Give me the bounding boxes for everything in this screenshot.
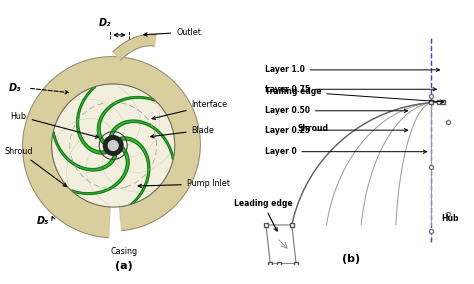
Text: Casing: Casing <box>110 247 137 256</box>
Text: Interface: Interface <box>152 101 228 120</box>
Text: Shroud: Shroud <box>297 124 328 133</box>
Polygon shape <box>113 35 156 60</box>
Circle shape <box>52 84 175 207</box>
Text: D₅: D₅ <box>37 216 49 226</box>
Text: Layer 0.75: Layer 0.75 <box>265 85 437 94</box>
Polygon shape <box>120 137 150 204</box>
Text: Layer 0: Layer 0 <box>265 147 427 156</box>
Text: (b): (b) <box>342 254 360 264</box>
Polygon shape <box>23 57 201 238</box>
Polygon shape <box>76 87 107 154</box>
Polygon shape <box>97 97 155 144</box>
Polygon shape <box>72 147 129 195</box>
Text: Outlet: Outlet <box>144 28 201 37</box>
Circle shape <box>103 136 123 155</box>
Text: Layer 0.25: Layer 0.25 <box>265 126 408 135</box>
Text: Blade: Blade <box>151 126 214 138</box>
Polygon shape <box>109 120 173 159</box>
Text: Layer 1.0: Layer 1.0 <box>265 65 439 74</box>
Polygon shape <box>53 132 117 171</box>
Text: Shroud: Shroud <box>4 147 66 187</box>
Text: Pump Inlet: Pump Inlet <box>138 179 229 189</box>
Text: Hub: Hub <box>11 112 99 138</box>
Text: (a): (a) <box>115 261 133 271</box>
Text: Layer 0.50: Layer 0.50 <box>265 106 408 115</box>
Text: Trailing edge: Trailing edge <box>265 87 444 103</box>
Text: Leading edge: Leading edge <box>234 199 292 231</box>
Text: D₂: D₂ <box>99 18 111 28</box>
Text: D₃: D₃ <box>9 83 21 93</box>
Circle shape <box>108 141 118 151</box>
Text: Hub: Hub <box>441 214 459 223</box>
